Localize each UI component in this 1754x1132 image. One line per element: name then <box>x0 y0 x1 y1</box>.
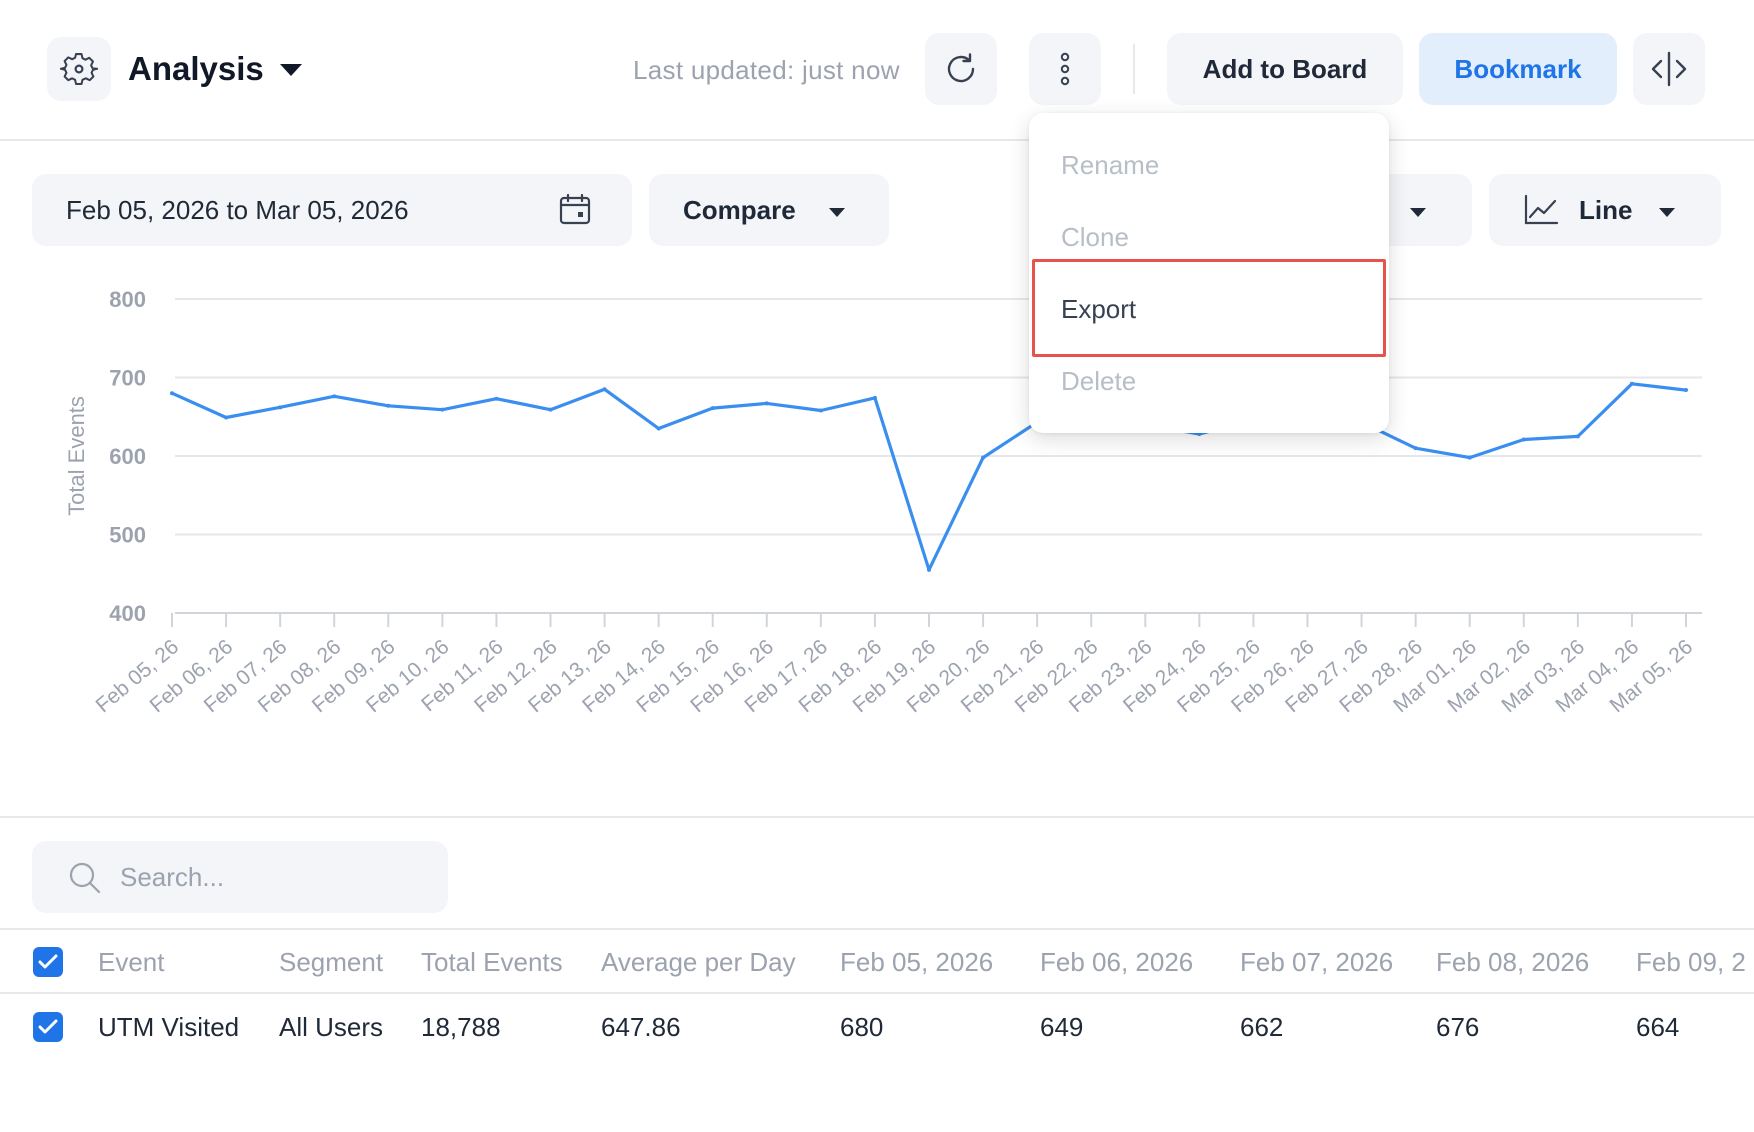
gear-icon <box>59 53 99 85</box>
data-point <box>1684 388 1688 393</box>
compare-label: Compare <box>683 195 796 225</box>
column-header-date[interactable]: Feb 05, 2026 <box>840 947 994 977</box>
chevron-down-icon[interactable] <box>278 62 304 78</box>
data-point <box>494 396 499 401</box>
table-top-border <box>0 928 1754 930</box>
table-cell-date-value: 664 <box>1636 1012 1680 1042</box>
data-point <box>170 391 174 396</box>
search-input[interactable] <box>120 855 420 899</box>
menu-item-delete[interactable]: Delete <box>1061 366 1137 396</box>
table-cell-average-per-day: 647.86 <box>601 1012 681 1042</box>
compare-dropdown[interactable]: Compare <box>649 174 889 246</box>
data-point <box>1467 455 1472 460</box>
series-line <box>170 382 1688 572</box>
column-header-segment[interactable]: Segment <box>279 947 384 977</box>
data-point <box>818 408 823 413</box>
toggle-panel-button[interactable] <box>1633 33 1705 105</box>
add-to-board-button[interactable]: Add to Board <box>1167 33 1403 105</box>
data-point <box>981 455 986 460</box>
table-header-border <box>0 992 1754 994</box>
y-axis-label: Total Events <box>64 396 89 516</box>
data-point <box>1575 434 1580 439</box>
table-cell-total-events: 18,788 <box>421 1012 501 1042</box>
menu-item-rename[interactable]: Rename <box>1061 150 1160 180</box>
data-point <box>1521 437 1526 442</box>
y-tick-label: 800 <box>109 287 146 312</box>
kebab-menu-icon <box>1060 52 1070 86</box>
column-header-average-per-day[interactable]: Average per Day <box>601 947 796 977</box>
data-point <box>1197 432 1202 437</box>
menu-item-export[interactable]: Export <box>1061 294 1137 324</box>
line-chart-icon <box>1524 194 1559 225</box>
export-highlight-box <box>1032 259 1386 357</box>
refresh-icon <box>947 53 975 83</box>
y-tick-label: 400 <box>109 601 146 626</box>
data-point <box>224 415 229 420</box>
data-point <box>548 407 553 412</box>
menu-item-clone[interactable]: Clone <box>1061 222 1129 252</box>
data-point <box>710 406 715 411</box>
data-point <box>440 407 445 412</box>
data-point <box>386 403 391 408</box>
date-range-picker[interactable]: Feb 05, 2026 to Mar 05, 2026 <box>32 174 632 246</box>
chart-type-label: Line <box>1579 195 1633 225</box>
chart-type-dropdown[interactable]: Line <box>1489 174 1721 246</box>
bookmark-button[interactable]: Bookmark <box>1419 33 1617 105</box>
split-view-icon <box>1651 51 1687 87</box>
table-cell-segment: All Users <box>279 1012 384 1042</box>
page-title[interactable]: Analysis <box>128 50 264 87</box>
row-checkbox[interactable] <box>33 1012 63 1042</box>
data-point <box>872 395 877 400</box>
column-header-date[interactable]: Feb 09, 2 <box>1636 947 1746 977</box>
table-cell-date-value: 662 <box>1240 1012 1284 1042</box>
select-all-checkbox[interactable] <box>33 947 63 977</box>
data-point <box>332 394 337 399</box>
settings-button[interactable] <box>47 37 111 101</box>
y-tick-label: 600 <box>109 444 146 469</box>
data-point <box>602 387 607 392</box>
chevron-down-icon <box>1659 208 1675 217</box>
column-header-event[interactable]: Event <box>98 947 165 977</box>
header-divider <box>1133 44 1135 94</box>
data-point <box>1629 381 1634 386</box>
column-header-date[interactable]: Feb 07, 2026 <box>1240 947 1394 977</box>
y-tick-label: 700 <box>109 366 146 391</box>
data-point <box>764 401 769 406</box>
data-point <box>656 426 661 431</box>
search-box[interactable] <box>32 841 448 913</box>
data-point <box>1413 446 1418 451</box>
more-options-button[interactable] <box>1029 33 1101 105</box>
y-tick-label: 500 <box>109 523 146 548</box>
table-cell-date-value: 676 <box>1436 1012 1480 1042</box>
last-updated-text: Last updated: just now <box>633 55 900 85</box>
calendar-icon <box>559 193 591 225</box>
column-header-date[interactable]: Feb 08, 2026 <box>1436 947 1590 977</box>
more-options-menu: Rename Clone Export Delete <box>1029 113 1389 433</box>
checkmark-icon <box>38 954 58 969</box>
table-cell-date-value: 649 <box>1040 1012 1084 1042</box>
data-point <box>278 405 283 410</box>
data-point <box>927 567 931 572</box>
checkmark-icon <box>38 1019 58 1034</box>
column-header-date[interactable]: Feb 06, 2026 <box>1040 947 1194 977</box>
chevron-down-icon <box>829 208 845 217</box>
header-bar: Analysis Last updated: just now Add to B… <box>0 0 1754 141</box>
column-header-total-events[interactable]: Total Events <box>421 947 563 977</box>
refresh-button[interactable] <box>925 33 997 105</box>
table-cell-event: UTM Visited <box>98 1012 240 1042</box>
table-cell-date-value: 680 <box>840 1012 884 1042</box>
section-divider <box>0 816 1754 818</box>
date-range-text: Feb 05, 2026 to Mar 05, 2026 <box>66 195 409 225</box>
search-icon <box>69 862 101 894</box>
chevron-down-icon <box>1410 208 1426 217</box>
